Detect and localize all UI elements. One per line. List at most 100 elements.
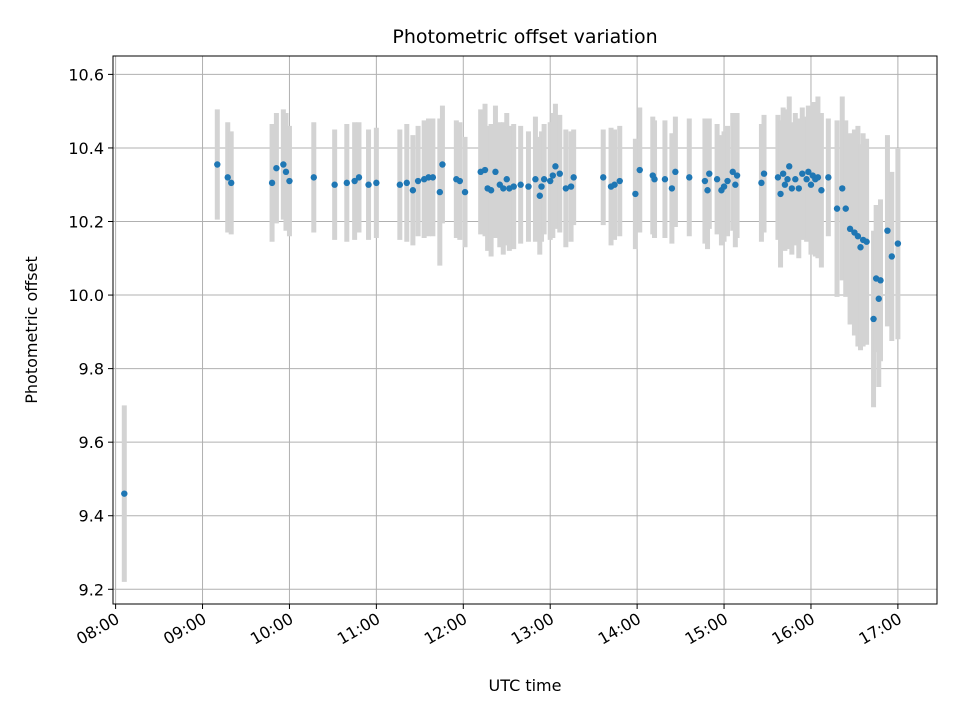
- data-point: [779, 170, 787, 177]
- data-point: [884, 227, 891, 234]
- y-axis: 9.2 9.4 9.6 9.8 10.0 10.2 10.4 10.6: [68, 65, 113, 599]
- data-point: [611, 181, 618, 188]
- data-point: [355, 174, 363, 181]
- data-point: [538, 183, 545, 190]
- data-point: [214, 161, 221, 168]
- data-point: [414, 177, 422, 185]
- data-point: [403, 179, 410, 187]
- y-tick-label: 9.4: [79, 507, 104, 526]
- data-point: [846, 225, 854, 233]
- y-tick-label: 10.4: [68, 139, 104, 158]
- data-point: [877, 277, 884, 284]
- data-point: [863, 238, 870, 245]
- data-point: [825, 174, 832, 181]
- y-axis-label: Photometric offset: [22, 256, 41, 404]
- data-point: [729, 168, 736, 176]
- data-point: [786, 163, 793, 170]
- data-point: [805, 168, 812, 176]
- data-point: [273, 164, 280, 172]
- plot-frame: [112, 55, 938, 605]
- data-point: [556, 170, 563, 177]
- data-point: [686, 174, 693, 181]
- data-point: [525, 183, 532, 190]
- x-axis-label: UTC time: [489, 676, 562, 695]
- data-point: [661, 176, 669, 183]
- data-point: [758, 179, 765, 187]
- data-point: [224, 174, 231, 181]
- data-point: [562, 185, 570, 192]
- data-point: [792, 176, 799, 183]
- data-point: [720, 183, 728, 190]
- y-tick-label: 10.0: [68, 286, 104, 305]
- data-point: [788, 185, 796, 192]
- data-point: [228, 179, 235, 187]
- data-point: [549, 172, 557, 179]
- data-point: [567, 183, 575, 190]
- data-point: [409, 187, 417, 194]
- data-point: [365, 181, 372, 188]
- data-point: [651, 176, 658, 183]
- data-point: [760, 170, 768, 177]
- data-point: [833, 205, 841, 212]
- data-point: [818, 187, 825, 194]
- data-point: [636, 166, 643, 174]
- data-point: [842, 205, 849, 212]
- data-point: [795, 185, 802, 192]
- data-point: [870, 315, 877, 323]
- data-points: [121, 161, 902, 497]
- data-point: [733, 172, 741, 179]
- data-point: [668, 185, 676, 192]
- data-point: [888, 253, 896, 260]
- data-point: [672, 168, 679, 176]
- data-point: [461, 188, 469, 196]
- data-point: [532, 176, 539, 183]
- data-point: [803, 176, 810, 183]
- data-point: [774, 174, 782, 181]
- data-point: [552, 163, 559, 170]
- data-point: [894, 240, 902, 247]
- data-point: [481, 166, 489, 174]
- data-point: [781, 181, 789, 188]
- data-point: [724, 177, 731, 185]
- data-point: [510, 183, 517, 190]
- data-point: [280, 161, 287, 168]
- y-tick-label: 10.2: [68, 213, 104, 232]
- data-point: [706, 170, 713, 177]
- data-point: [310, 174, 317, 181]
- data-point: [517, 181, 524, 188]
- data-point: [268, 179, 276, 187]
- data-point: [536, 192, 543, 199]
- data-point: [547, 177, 554, 185]
- data-point: [286, 177, 293, 185]
- data-point: [351, 177, 358, 185]
- data-point: [857, 244, 864, 251]
- data-point: [439, 161, 446, 168]
- data-point: [436, 188, 444, 196]
- data-point: [121, 490, 128, 497]
- y-tick-label: 9.8: [79, 360, 104, 379]
- data-point: [343, 179, 351, 187]
- data-point: [777, 190, 784, 198]
- data-point: [807, 181, 815, 188]
- data-point: [616, 177, 623, 185]
- y-tick-label: 9.2: [79, 580, 104, 599]
- data-point: [373, 179, 380, 187]
- y-tick-label: 10.6: [68, 65, 104, 84]
- data-point: [875, 295, 882, 302]
- data-point: [600, 174, 607, 181]
- data-point: [503, 176, 510, 183]
- data-point: [732, 181, 739, 188]
- data-point: [713, 176, 721, 183]
- data-point: [429, 174, 437, 181]
- data-point: [487, 187, 495, 194]
- data-point: [839, 185, 846, 192]
- y-tick-label: 9.6: [79, 433, 104, 452]
- chart-title: Photometric offset variation: [392, 26, 657, 48]
- data-point: [396, 181, 404, 188]
- data-point: [492, 168, 499, 176]
- data-point: [701, 177, 709, 185]
- data-point: [799, 170, 806, 177]
- data-point: [500, 185, 507, 192]
- data-point: [570, 174, 577, 181]
